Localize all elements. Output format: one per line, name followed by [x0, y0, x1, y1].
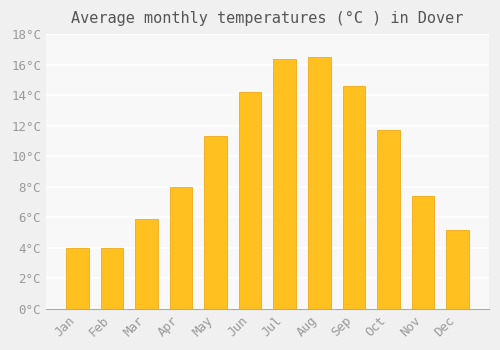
- Bar: [342, 86, 365, 309]
- Bar: [377, 131, 400, 309]
- Bar: [100, 248, 123, 309]
- Bar: [239, 92, 262, 309]
- Bar: [308, 57, 330, 309]
- Bar: [135, 219, 158, 309]
- Bar: [274, 59, 296, 309]
- Bar: [412, 196, 434, 309]
- Bar: [66, 248, 88, 309]
- Title: Average monthly temperatures (°C ) in Dover: Average monthly temperatures (°C ) in Do…: [71, 11, 464, 26]
- Bar: [446, 230, 469, 309]
- Bar: [170, 187, 192, 309]
- Bar: [204, 136, 227, 309]
